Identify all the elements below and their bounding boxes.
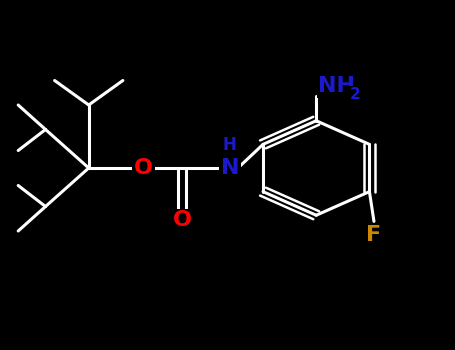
- Text: NH: NH: [318, 76, 355, 96]
- Text: F: F: [366, 225, 382, 245]
- Text: H: H: [223, 136, 237, 154]
- Text: 2: 2: [349, 87, 360, 102]
- Text: N: N: [221, 158, 239, 178]
- Text: O: O: [134, 158, 153, 178]
- Text: O: O: [172, 210, 192, 231]
